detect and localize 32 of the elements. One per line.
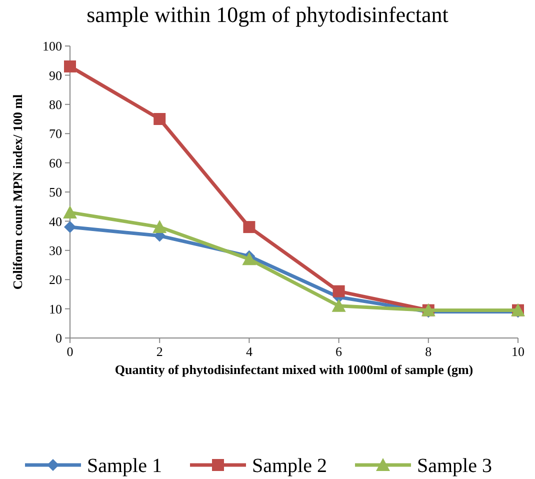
x-tick-label: 2 <box>156 344 163 359</box>
y-tick-label: 40 <box>49 214 62 229</box>
x-axis-title: Quantity of phytodisinfectant mixed with 1000ml of sample (gm) <box>114 362 474 377</box>
y-tick-label: 60 <box>49 155 62 170</box>
x-tick-label: 6 <box>336 344 343 359</box>
legend-label: Sample 2 <box>252 455 327 477</box>
point <box>332 298 346 312</box>
x-tick-label: 4 <box>246 344 253 359</box>
legend-label: Sample 1 <box>87 455 162 477</box>
y-axis-title: Coliform count MPN index/ 100 ml <box>10 94 25 290</box>
legend-label: Sample 3 <box>417 455 492 477</box>
point <box>64 60 76 72</box>
point <box>242 252 256 266</box>
point <box>332 285 345 298</box>
y-tick-label: 50 <box>49 184 62 200</box>
point <box>64 221 76 234</box>
y-tick-label: 100 <box>42 38 62 54</box>
y-tick-label: 80 <box>49 96 62 112</box>
y-tick-label: 90 <box>49 68 62 83</box>
y-tick-label: 70 <box>49 126 62 142</box>
point <box>154 113 166 125</box>
point <box>152 220 167 234</box>
y-tick-label: 20 <box>49 272 62 288</box>
point <box>243 221 256 234</box>
point <box>63 205 77 218</box>
y-tick-label: 0 <box>56 330 62 346</box>
x-tick-label: 0 <box>66 344 74 359</box>
x-tick-label: 8 <box>425 344 432 359</box>
chart-title: sample within 10gm of phytodisinfectant <box>86 2 448 27</box>
y-tick-label: 30 <box>49 242 62 258</box>
y-tick-label: 10 <box>49 301 62 316</box>
x-tick-label: 10 <box>512 344 524 359</box>
